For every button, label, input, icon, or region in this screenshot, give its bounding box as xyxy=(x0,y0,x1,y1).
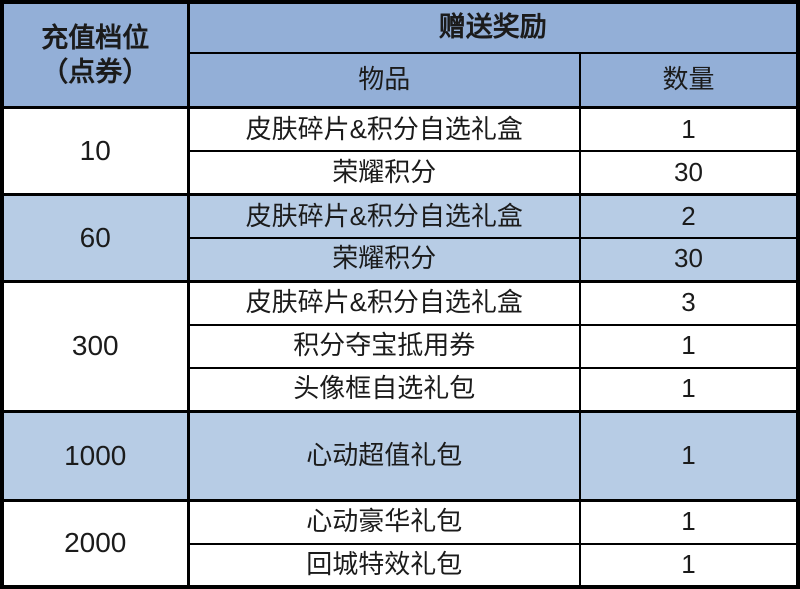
item-cell: 心动豪华礼包 xyxy=(187,498,581,545)
table-row: 2000 心动豪华礼包 1 xyxy=(1,498,799,588)
header-reward: 赠送奖励 xyxy=(187,1,799,54)
qty-cell: 3 xyxy=(579,279,799,326)
header-qty: 数量 xyxy=(579,51,799,109)
tier-cell: 2000 xyxy=(1,498,190,588)
item-cell: 回城特效礼包 xyxy=(187,542,581,588)
item-cell: 皮肤碎片&积分自选礼盒 xyxy=(187,279,581,326)
item-cell: 心动超值礼包 xyxy=(187,409,581,502)
qty-cell: 1 xyxy=(579,106,799,153)
qty-cell: 1 xyxy=(579,409,799,502)
table-row: 1000 心动超值礼包 1 xyxy=(1,409,799,502)
item-cell: 皮肤碎片&积分自选礼盒 xyxy=(187,192,581,239)
table-row: 荣耀积分 30 xyxy=(2,150,799,196)
header-tier-column: 充值档位 （点券） xyxy=(1,1,190,109)
table-row: 300 皮肤碎片&积分自选礼盒 3 xyxy=(1,279,799,413)
item-cell: 皮肤碎片&积分自选礼盒 xyxy=(187,106,581,153)
table-row: 回城特效礼包 1 xyxy=(2,542,799,588)
table-row: 荣耀积分 30 xyxy=(2,236,799,283)
qty-cell: 30 xyxy=(579,150,799,196)
table-row: 积分夺宝抵用券 1 xyxy=(2,323,799,369)
item-cell: 荣耀积分 xyxy=(187,150,581,196)
qty-cell: 1 xyxy=(579,498,799,545)
tier-cell: 300 xyxy=(1,279,190,413)
item-cell: 头像框自选礼包 xyxy=(187,366,581,413)
table-row: 10 皮肤碎片&积分自选礼盒 1 xyxy=(1,106,799,196)
qty-cell: 1 xyxy=(579,542,799,588)
tier-cell: 60 xyxy=(1,192,190,283)
item-cell: 荣耀积分 xyxy=(187,236,581,283)
table-row: 头像框自选礼包 1 xyxy=(2,366,799,413)
item-cell: 积分夺宝抵用券 xyxy=(187,323,581,369)
table-row: 60 皮肤碎片&积分自选礼盒 2 xyxy=(1,192,799,283)
qty-cell: 30 xyxy=(579,236,799,283)
header-tier-line2: （点券） xyxy=(41,57,150,88)
qty-cell: 1 xyxy=(579,323,799,369)
qty-cell: 2 xyxy=(579,192,799,239)
header-tier-line1: 充值档位 xyxy=(41,23,150,54)
header-item: 物品 xyxy=(187,51,581,109)
tier-cell: 10 xyxy=(1,106,190,196)
qty-cell: 1 xyxy=(579,366,799,413)
tier-cell: 1000 xyxy=(1,409,190,502)
